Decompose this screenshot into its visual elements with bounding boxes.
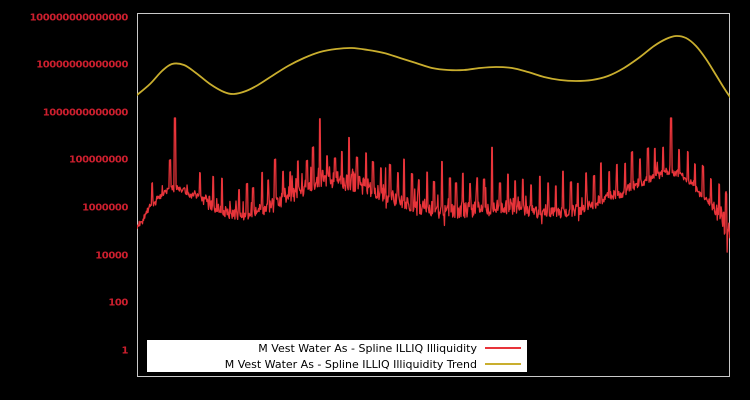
chart-series-svg (137, 35, 730, 253)
y-axis-tick-label: 100000000 (68, 154, 128, 166)
y-axis-tick-label: 10000 (95, 250, 128, 261)
legend-item-illiquidity-trend: M Vest Water As - Spline ILLIQ Illiquidi… (147, 356, 527, 372)
y-axis-tick-label: 100 (108, 297, 128, 309)
legend-label-illiquidity-trend: M Vest Water As - Spline ILLIQ Illiquidi… (224, 357, 477, 371)
series-layer (137, 13, 730, 377)
y-axis-tick-label: 10000000000000 (36, 59, 128, 71)
legend-label-illiquidity: M Vest Water As - Spline ILLIQ Illiquidi… (258, 341, 477, 355)
y-axis-tick-label: 1000000 (82, 202, 128, 214)
chart-legend: M Vest Water As - Spline ILLIQ Illiquidi… (146, 339, 528, 373)
y-axis-tick-label: 1000000000000 (42, 107, 129, 119)
legend-item-illiquidity: M Vest Water As - Spline ILLIQ Illiquidi… (147, 340, 527, 356)
y-axis-tick-label: 1 (121, 345, 128, 357)
y-axis-tick-label: 100000000000000 (29, 12, 129, 23)
y-axis-tick-labels: 100000000000000 10000000000000 10000000000… (0, 0, 137, 400)
series-line-illiquidity-trend (137, 35, 730, 98)
legend-swatch-illiquidity (485, 347, 521, 349)
legend-swatch-illiquidity-trend (485, 363, 521, 365)
series-line-illiquidity (137, 117, 730, 253)
